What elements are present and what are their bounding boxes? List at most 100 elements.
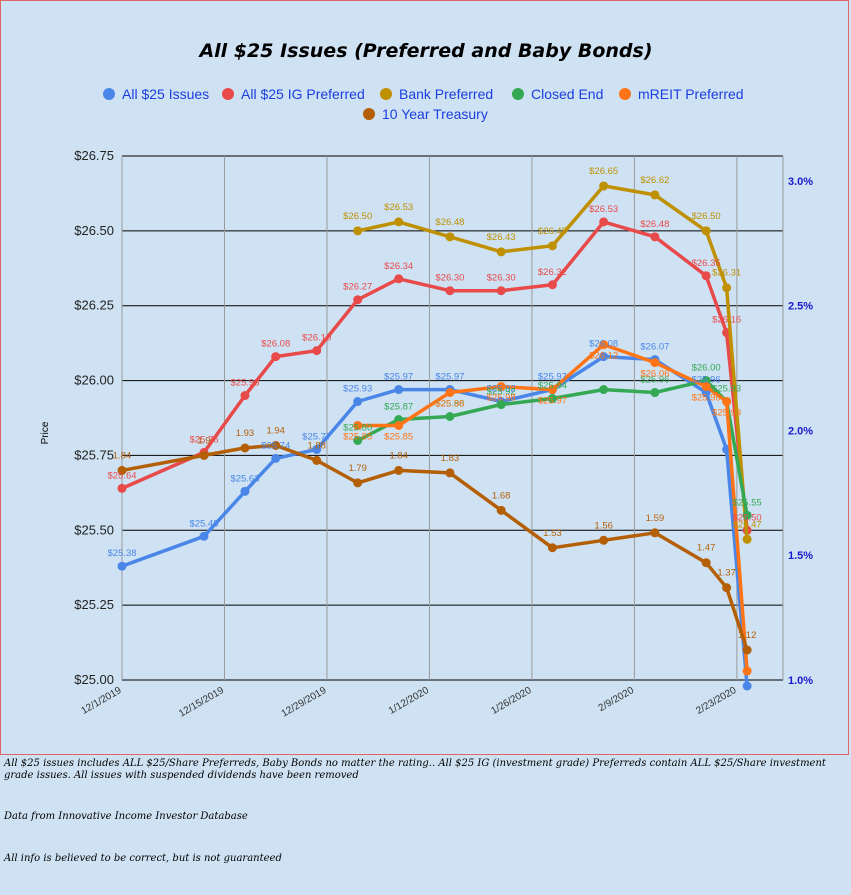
data-label: 1.88 — [307, 440, 326, 451]
y2-tick-label: 2.0% — [788, 425, 813, 437]
data-point — [742, 666, 752, 676]
y2-tick-label: 3.0% — [788, 176, 813, 188]
data-point — [353, 295, 363, 305]
legend-marker — [619, 88, 631, 100]
data-label: $26.50 — [692, 211, 721, 222]
data-label: $25.93 — [343, 384, 372, 395]
data-label: $26.30 — [435, 273, 464, 284]
y2-tick-label: 1.0% — [788, 675, 813, 687]
data-point — [599, 181, 609, 191]
data-label: $25.50 — [733, 512, 762, 523]
data-label: $25.97 — [435, 372, 464, 383]
data-point — [701, 558, 711, 568]
legend-label: Bank Preferred — [399, 86, 493, 102]
data-label: 1.56 — [594, 520, 613, 531]
y-axis-label: Price — [40, 421, 51, 444]
data-label: 1.84 — [113, 450, 132, 461]
footnote-ratings: All $25 issues includes ALL $25/Share Pr… — [4, 758, 826, 781]
data-label: $26.08 — [261, 339, 290, 350]
data-point — [496, 400, 506, 410]
data-point — [394, 420, 404, 430]
data-point — [271, 352, 281, 362]
data-label: $26.62 — [640, 175, 669, 186]
data-point — [496, 286, 506, 296]
data-point — [271, 453, 281, 463]
data-point — [547, 241, 557, 251]
data-point — [722, 283, 732, 293]
data-point — [394, 217, 404, 227]
data-point — [599, 352, 609, 362]
grid-layer — [121, 155, 784, 681]
data-label: $25.93 — [712, 384, 741, 395]
x-tick-label: 12/15/2019 — [177, 685, 226, 720]
series-line — [121, 443, 749, 651]
data-label-layer: $25.38$25.48$25.63$25.74$25.77$25.93$25.… — [107, 166, 761, 641]
data-label: $26.27 — [343, 282, 372, 293]
x-tick-label: 12/29/2019 — [280, 685, 329, 720]
data-label: $25.55 — [733, 497, 762, 508]
data-point — [650, 358, 660, 368]
y-tick-label: $26.25 — [74, 298, 114, 313]
y-tick-label: $25.25 — [74, 597, 114, 612]
legend-label: Closed End — [531, 86, 603, 102]
legend-label: All $25 Issues — [122, 86, 209, 102]
data-point — [742, 534, 752, 544]
data-label: $26.48 — [435, 217, 464, 228]
data-label: $25.97 — [538, 372, 567, 383]
data-point — [353, 478, 363, 488]
x-tick-label: 1/12/2020 — [387, 685, 431, 717]
data-point — [599, 340, 609, 350]
data-point — [271, 440, 281, 450]
data-point — [394, 465, 404, 475]
data-label: $26.16 — [712, 315, 741, 326]
data-label: 1.53 — [543, 528, 562, 539]
data-label: $26.53 — [384, 202, 413, 213]
data-point — [445, 232, 455, 242]
data-point — [701, 271, 711, 281]
data-point — [117, 561, 127, 571]
data-label: 1.68 — [492, 490, 511, 501]
y-tick-label: $26.50 — [74, 223, 114, 238]
data-point — [445, 388, 455, 398]
data-point — [547, 543, 557, 553]
data-label: 1.59 — [646, 513, 665, 524]
data-point — [394, 274, 404, 284]
data-label: 1.93 — [236, 428, 255, 439]
data-point — [742, 681, 752, 691]
data-point — [701, 226, 711, 236]
data-point — [722, 583, 732, 593]
data-label: $25.98 — [692, 393, 721, 404]
footnote-disclaimer: All info is believed to be correct, but … — [4, 853, 282, 864]
data-label: $25.85 — [384, 431, 413, 442]
data-label: $25.95 — [230, 378, 259, 389]
data-point — [547, 385, 557, 395]
data-point — [117, 483, 127, 493]
y-tick-label: $25.00 — [74, 672, 114, 687]
data-point — [742, 510, 752, 520]
data-label: $26.48 — [640, 219, 669, 230]
data-label: 1.84 — [389, 450, 408, 461]
data-point — [496, 382, 506, 392]
chart-frame: All $25 Issues (Preferred and Baby Bonds… — [0, 0, 849, 755]
data-label: $26.10 — [302, 333, 331, 344]
data-label: $26.65 — [589, 166, 618, 177]
x-tick-label: 12/1/2019 — [79, 685, 123, 717]
data-label: $25.97 — [538, 396, 567, 407]
series-line — [357, 184, 749, 540]
legend: All $25 Issues All $25 IG Preferred Bank P… — [103, 86, 744, 122]
data-point — [547, 394, 557, 404]
data-label: $25.96 — [435, 399, 464, 410]
data-label: 1.83 — [441, 453, 460, 464]
data-label: $26.07 — [640, 342, 669, 353]
data-point — [599, 217, 609, 227]
data-point — [353, 420, 363, 430]
chart-svg: All $25 Issues (Preferred and Baby Bonds… — [40, 40, 813, 720]
data-point — [445, 412, 455, 422]
legend-marker — [380, 88, 392, 100]
data-label: 1.12 — [738, 630, 757, 641]
data-point — [742, 645, 752, 655]
data-point — [117, 465, 127, 475]
data-point — [650, 388, 660, 398]
data-label: $26.30 — [487, 273, 516, 284]
data-point — [496, 247, 506, 257]
